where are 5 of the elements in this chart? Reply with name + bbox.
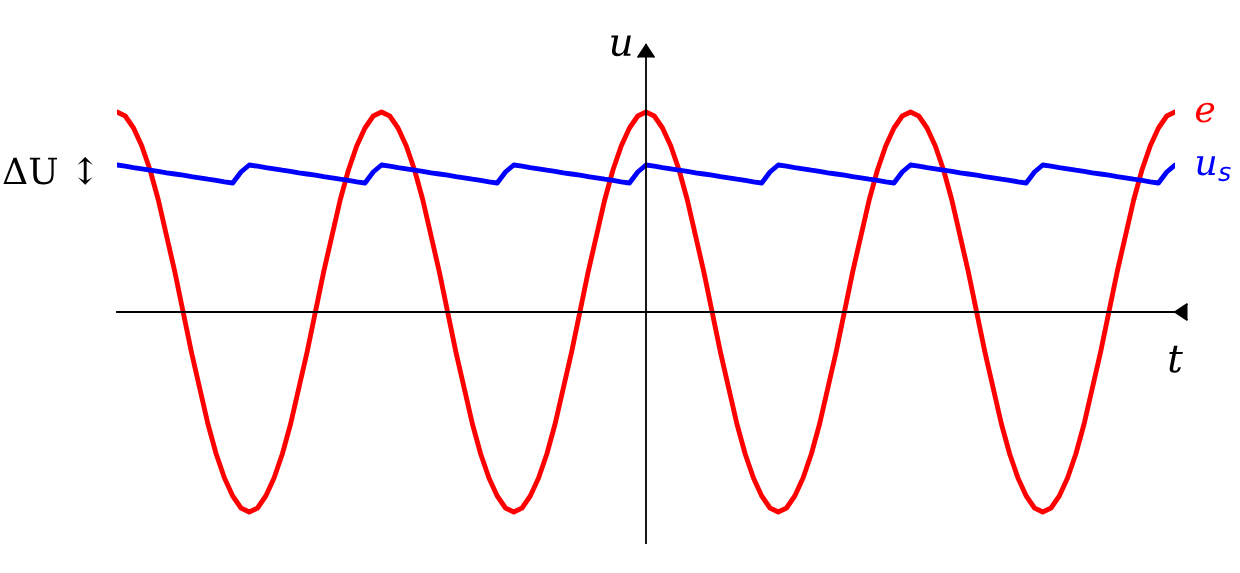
series-label: u$_{s}$ [1196,156,1231,182]
series-label: e [1195,102,1215,123]
x-axis-title: t [1169,345,1183,373]
y-axis-title: u [611,35,631,57]
text: ΔU ↕ [3,157,93,185]
